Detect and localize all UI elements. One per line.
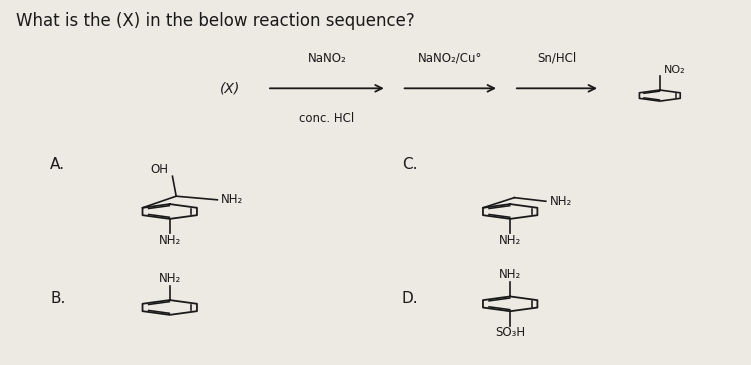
Text: NaNO₂/Cu°: NaNO₂/Cu°	[418, 52, 482, 65]
Text: What is the (X) in the below reaction sequence?: What is the (X) in the below reaction se…	[17, 12, 415, 30]
Text: NO₂: NO₂	[664, 65, 685, 75]
Text: A.: A.	[50, 157, 65, 172]
Text: Sn/HCl: Sn/HCl	[538, 52, 577, 65]
Text: NaNO₂: NaNO₂	[307, 52, 346, 65]
Text: C.: C.	[402, 157, 418, 172]
Text: conc. HCl: conc. HCl	[299, 112, 354, 125]
Text: D.: D.	[402, 291, 418, 306]
Text: NH₂: NH₂	[158, 272, 181, 285]
Text: NH₂: NH₂	[499, 234, 521, 247]
Text: B.: B.	[50, 291, 65, 306]
Text: NH₂: NH₂	[499, 268, 521, 281]
Text: NH₂: NH₂	[550, 195, 572, 208]
Text: NH₂: NH₂	[158, 234, 181, 247]
Text: SO₃H: SO₃H	[495, 326, 525, 339]
Text: NH₂: NH₂	[221, 193, 243, 206]
Text: (X): (X)	[219, 81, 240, 95]
Text: OH: OH	[151, 162, 169, 176]
